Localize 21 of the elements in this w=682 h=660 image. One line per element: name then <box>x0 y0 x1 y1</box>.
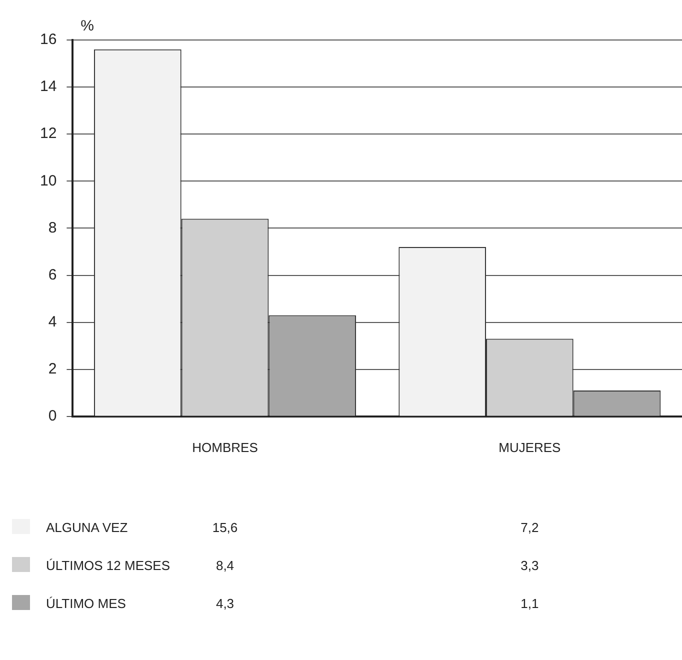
y-tick-label: 6 <box>48 266 57 284</box>
y-tick-label: 10 <box>40 172 57 190</box>
y-tick-label: 16 <box>40 31 57 48</box>
y-tick-label: 2 <box>48 360 57 378</box>
legend-label: ÚLTIMOS 12 MESES <box>46 558 170 573</box>
y-tick-label: 14 <box>40 78 57 96</box>
y-tick-label: 8 <box>48 219 57 236</box>
data-label: 3,3 <box>520 558 539 573</box>
x-tick-label: MUJERES <box>498 440 562 455</box>
legend-label: ALGUNA VEZ <box>46 520 128 535</box>
data-label: 4,3 <box>216 596 234 611</box>
y-tick-label: 0 <box>48 408 57 425</box>
data-label: 1,1 <box>520 596 539 611</box>
legend-label: ÚLTIMO MES <box>46 596 126 611</box>
x-tick-label: HOMBRES <box>192 440 258 455</box>
data-label: 7,2 <box>520 520 539 535</box>
y-axis-title: % <box>80 18 94 35</box>
y-tick-label: 4 <box>48 313 57 330</box>
y-tick-label: 12 <box>40 125 57 142</box>
data-label: 8,4 <box>216 558 234 573</box>
data-label: 15,6 <box>212 520 238 535</box>
